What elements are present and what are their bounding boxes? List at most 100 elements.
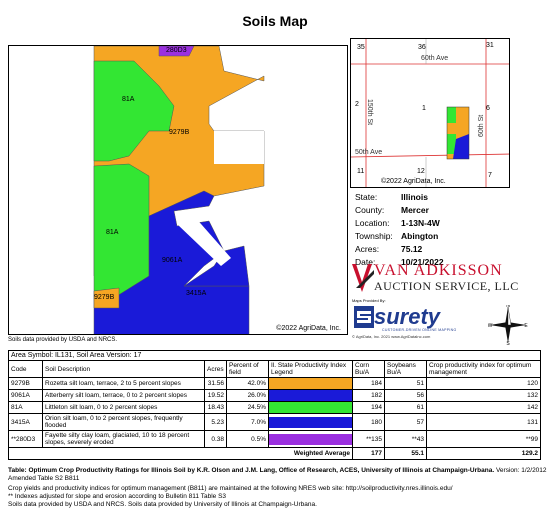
cell-pct: 0.5%: [226, 430, 269, 448]
cell-pct: 42.0%: [226, 377, 269, 390]
cell-code: 81A: [8, 401, 43, 414]
table-row: 81A Littleton silt loam, 0 to 2 percent s…: [8, 401, 541, 414]
map-label-81A: 81A: [122, 96, 135, 103]
total-corn: 177: [352, 447, 385, 460]
section-2: 2: [355, 101, 359, 108]
cell-legend-swatch: [268, 389, 353, 402]
info-value: 1-13N-4W: [401, 217, 440, 228]
info-key: Date:: [355, 256, 376, 267]
info-key: Township:: [355, 230, 393, 241]
cell-acres: 19.52: [204, 389, 227, 402]
cell-desc: Rozetta silt loam, terrace, 2 to 5 perce…: [42, 377, 205, 390]
footer-line1: Table: Optimum Crop Productivity Ratings…: [8, 467, 548, 483]
brand-logo-icon: [352, 264, 374, 292]
cell-acres: 18.43: [204, 401, 227, 414]
surety-wordmark: surety: [374, 304, 441, 329]
cell-code: 9061A: [8, 389, 43, 402]
soil-region-9279B-small: [93, 287, 120, 309]
section-1: 1: [422, 105, 426, 112]
cell-code: 9279B: [8, 377, 43, 390]
property-info: State: Illinois County: Mercer Location: 1-…: [355, 190, 444, 268]
table-row: 9279B Rozetta silt loam, terrace, 2 to 5 …: [8, 377, 541, 390]
legend-swatch: [269, 433, 352, 445]
cell-code: **280D3: [8, 430, 43, 448]
compass-e: E: [524, 323, 528, 329]
col-desc: Soil Description: [42, 360, 205, 378]
map-label-9279B: 9279B: [169, 129, 190, 136]
col-legend: Il. State Productivity Index Legend: [268, 360, 353, 378]
locator-map[interactable]: 35 36 31 2 1 6 11 12 7 60th Ave 150th St…: [350, 38, 510, 188]
legend-swatch: [269, 390, 352, 401]
compass-n: N: [506, 305, 510, 309]
cell-cpi: 131: [426, 413, 541, 431]
cell-corn: 182: [352, 389, 385, 402]
cell-acres: 5.23: [204, 413, 227, 431]
brand-subtitle: AUCTION SERVICE, LLC: [374, 279, 519, 293]
soil-table: Code Soil Description Acres Percent of f…: [8, 360, 541, 460]
cell-corn: 194: [352, 401, 385, 414]
road-60th-ave: 60th Ave: [421, 55, 449, 62]
cell-cpi: 120: [426, 377, 541, 390]
info-row-state: State: Illinois: [355, 190, 444, 203]
cell-legend-swatch: [268, 413, 353, 431]
cell-cpi: **99: [426, 430, 541, 448]
footer-version: Version: 1/2/2012 Amended Table S2 B811: [8, 467, 547, 482]
auction-brand: VAN ADKISSON AUCTION SERVICE, LLC: [352, 262, 522, 294]
locator-map-canvas: [351, 39, 509, 187]
cell-legend-swatch: [268, 401, 353, 414]
cell-soy: **43: [384, 430, 427, 448]
footer-line1-text: Table: Optimum Crop Productivity Ratings…: [8, 467, 495, 474]
cell-corn: **135: [352, 430, 385, 448]
cell-soy: 51: [384, 377, 427, 390]
cell-cpi: 132: [426, 389, 541, 402]
info-value: 10/21/2022: [401, 256, 444, 267]
soil-region-81A-mid: [93, 163, 150, 302]
info-value: Illinois: [401, 191, 428, 202]
col-corn: Corn Bu/A: [352, 360, 385, 378]
cell-desc: Atterberry silt loam, terrace, 0 to 2 pe…: [42, 389, 205, 402]
legend-swatch: [269, 378, 352, 389]
col-code: Code: [8, 360, 43, 378]
compass-w: W: [488, 323, 493, 329]
maps-provided-by: Maps Provided By:: [352, 298, 386, 303]
cell-pct: 7.0%: [226, 413, 269, 431]
map-source-note: Soils data provided by USDA and NRCS.: [8, 337, 118, 343]
road-60th-st: 60th St: [478, 114, 485, 137]
cell-acres: 31.56: [204, 377, 227, 390]
soils-map[interactable]: 280D3 81A 9279B 81A 9061A 9279B 3415A ©2…: [8, 45, 348, 335]
info-value: Abington: [401, 230, 439, 241]
soil-region-3415A: [183, 245, 250, 287]
map-label-280D3: 280D3: [166, 47, 187, 54]
page-title: Soils Map: [242, 13, 308, 29]
cell-soy: 57: [384, 413, 427, 431]
info-key: Acres:: [355, 243, 380, 254]
table-row: 3415A Orion silt loam, 0 to 2 percent slo…: [8, 413, 541, 431]
cell-pct: 24.5%: [226, 401, 269, 414]
info-row-date: Date: 10/21/2022: [355, 255, 444, 268]
cell-corn: 184: [352, 377, 385, 390]
info-key: Location:: [355, 217, 390, 228]
cell-desc: Fayette silty clay loam, glaciated, 10 t…: [42, 430, 205, 448]
brand-name: VAN ADKISSON: [374, 262, 503, 279]
section-35: 35: [357, 44, 365, 51]
cell-acres: 0.38: [204, 430, 227, 448]
info-row-acres: Acres: 75.12: [355, 242, 444, 255]
info-value: 75.12: [401, 243, 423, 254]
soils-map-canvas: [9, 46, 347, 334]
col-pct: Percent of field: [226, 360, 269, 378]
road-50th-ave: 50th Ave: [355, 149, 383, 156]
cell-desc: Orion silt loam, 0 to 2 percent slopes, …: [42, 413, 205, 431]
info-row-location: Location: 1-13N-4W: [355, 216, 444, 229]
cell-desc: Littleton silt loam, 0 to 2 percent slop…: [42, 401, 205, 414]
footer-line2: Crop yields and productivity indices for…: [8, 485, 453, 492]
cell-corn: 180: [352, 413, 385, 431]
section-7: 7: [488, 172, 492, 179]
surety-footer: © AgriData, Inc. 2021 www.AgriDataInc.co…: [352, 334, 431, 339]
legend-swatch: [269, 402, 352, 413]
info-key: County:: [355, 204, 385, 215]
total-cpi: 129.2: [426, 447, 541, 460]
map-label-3415A: 3415A: [186, 290, 207, 297]
cell-legend-swatch: [268, 430, 353, 448]
col-acres: Acres: [204, 360, 227, 378]
section-11: 11: [357, 168, 365, 175]
